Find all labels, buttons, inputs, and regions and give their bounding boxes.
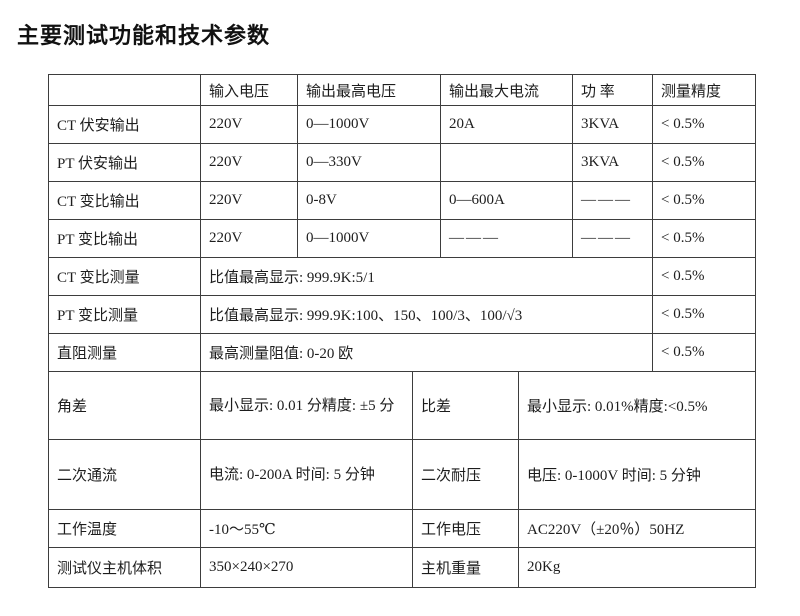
header-max-output-current: 输出最大电流 <box>440 74 573 106</box>
table-row: PT 变比输出 220V 0—1000V ——— ——— < 0.5% <box>48 219 756 258</box>
spec-table-upper: 输入电压 输出最高电压 输出最大电流 功 率 测量精度 CT 伏安输出 220V… <box>48 74 756 372</box>
cell-power: 3KVA <box>572 143 653 182</box>
table-row: 工作温度 -10～55℃ 工作电压 AC220V（±20％）50HZ <box>48 509 756 548</box>
cell-value: -10～55℃ <box>200 509 413 548</box>
table-row: 测试仪主机体积 350×240×270 主机重量 20Kg <box>48 547 756 588</box>
row-label: 主机重量 <box>412 547 519 588</box>
row-label: 工作电压 <box>412 509 519 548</box>
table-row: PT 变比测量 比值最高显示: 999.9K:100、150、100/3、100… <box>48 295 756 334</box>
table-header-row: 输入电压 输出最高电压 输出最大电流 功 率 测量精度 <box>48 74 756 106</box>
cell-power: ——— <box>572 181 653 220</box>
cell-accuracy: < 0.5% <box>652 219 756 258</box>
cell-max-current <box>440 143 573 182</box>
cell-value: AC220V（±20％）50HZ <box>518 509 756 548</box>
cell-accuracy: < 0.5% <box>652 295 756 334</box>
cell-accuracy: < 0.5% <box>652 257 756 296</box>
row-label: CT 伏安输出 <box>48 105 201 144</box>
header-blank <box>48 74 201 106</box>
header-max-output-voltage: 输出最高电压 <box>297 74 441 106</box>
row-label: 工作温度 <box>48 509 201 548</box>
cell-accuracy: < 0.5% <box>652 333 756 372</box>
row-label: 测试仪主机体积 <box>48 547 201 588</box>
cell-max-voltage: 0—1000V <box>297 105 441 144</box>
cell-value: 最小显示: 0.01%精度:<0.5% <box>518 371 756 440</box>
cell-measure-value: 最高测量阻值: 0-20 欧 <box>200 333 653 372</box>
cell-input-voltage: 220V <box>200 181 298 220</box>
row-label: CT 变比输出 <box>48 181 201 220</box>
spec-table: 输入电压 输出最高电压 输出最大电流 功 率 测量精度 CT 伏安输出 220V… <box>48 74 756 588</box>
cell-max-voltage: 0—330V <box>297 143 441 182</box>
row-label: 二次通流 <box>48 439 201 510</box>
row-label: CT 变比测量 <box>48 257 201 296</box>
table-row: CT 变比测量 比值最高显示: 999.9K:5/1 < 0.5% <box>48 257 756 296</box>
header-accuracy: 测量精度 <box>652 74 756 106</box>
cell-max-current: 20A <box>440 105 573 144</box>
row-label: PT 变比测量 <box>48 295 201 334</box>
cell-value: 电压: 0-1000V 时间: 5 分钟 <box>518 439 756 510</box>
page-title: 主要测试功能和技术参数 <box>17 24 271 49</box>
cell-max-voltage: 0—1000V <box>297 219 441 258</box>
table-row: 二次通流 电流: 0-200A 时间: 5 分钟 二次耐压 电压: 0-1000… <box>48 439 756 510</box>
cell-max-voltage: 0-8V <box>297 181 441 220</box>
cell-value: 最小显示: 0.01 分精度: ±5 分 <box>200 371 413 440</box>
row-label: 比差 <box>412 371 519 440</box>
cell-accuracy: < 0.5% <box>652 105 756 144</box>
cell-value: 20Kg <box>518 547 756 588</box>
cell-input-voltage: 220V <box>200 143 298 182</box>
cell-measure-value: 比值最高显示: 999.9K:5/1 <box>200 257 653 296</box>
row-label: PT 伏安输出 <box>48 143 201 182</box>
cell-value: 电流: 0-200A 时间: 5 分钟 <box>200 439 413 510</box>
table-row: PT 伏安输出 220V 0—330V 3KVA < 0.5% <box>48 143 756 182</box>
cell-input-voltage: 220V <box>200 105 298 144</box>
cell-max-current: ——— <box>440 219 573 258</box>
cell-value: 350×240×270 <box>200 547 413 588</box>
cell-max-current: 0—600A <box>440 181 573 220</box>
row-label: PT 变比输出 <box>48 219 201 258</box>
cell-input-voltage: 220V <box>200 219 298 258</box>
cell-power: ——— <box>572 219 653 258</box>
row-label: 直阻测量 <box>48 333 201 372</box>
table-row: CT 变比输出 220V 0-8V 0—600A ——— < 0.5% <box>48 181 756 220</box>
header-power: 功 率 <box>572 74 653 106</box>
spec-table-lower: 角差 最小显示: 0.01 分精度: ±5 分 比差 最小显示: 0.01%精度… <box>48 371 756 588</box>
table-row: CT 伏安输出 220V 0—1000V 20A 3KVA < 0.5% <box>48 105 756 144</box>
cell-accuracy: < 0.5% <box>652 143 756 182</box>
table-row: 角差 最小显示: 0.01 分精度: ±5 分 比差 最小显示: 0.01%精度… <box>48 371 756 440</box>
cell-power: 3KVA <box>572 105 653 144</box>
table-row: 直阻测量 最高测量阻值: 0-20 欧 < 0.5% <box>48 333 756 372</box>
cell-accuracy: < 0.5% <box>652 181 756 220</box>
header-input-voltage: 输入电压 <box>200 74 298 106</box>
row-label: 二次耐压 <box>412 439 519 510</box>
cell-measure-value: 比值最高显示: 999.9K:100、150、100/3、100/√3 <box>200 295 653 334</box>
row-label: 角差 <box>48 371 201 440</box>
